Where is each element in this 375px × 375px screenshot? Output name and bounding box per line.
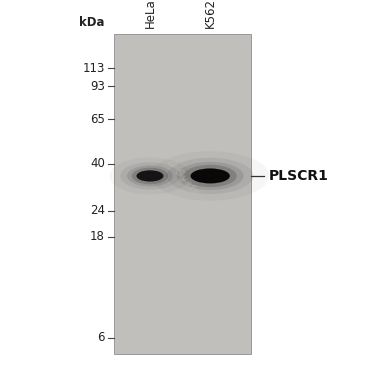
Ellipse shape (120, 162, 180, 189)
Ellipse shape (132, 168, 168, 184)
Text: 6: 6 (98, 331, 105, 344)
Ellipse shape (127, 165, 173, 186)
Text: 113: 113 (82, 62, 105, 75)
Text: kDa: kDa (80, 16, 105, 29)
Text: 18: 18 (90, 230, 105, 243)
Ellipse shape (177, 162, 244, 190)
Ellipse shape (167, 158, 254, 194)
Text: 40: 40 (90, 157, 105, 170)
Text: K562: K562 (204, 0, 217, 28)
Text: 24: 24 (90, 204, 105, 217)
Ellipse shape (184, 165, 237, 187)
Text: R&D Systems: R&D Systems (154, 145, 212, 211)
Text: PLSCR1: PLSCR1 (269, 169, 329, 183)
Text: 65: 65 (90, 112, 105, 126)
Ellipse shape (136, 170, 164, 182)
Text: 93: 93 (90, 80, 105, 93)
Ellipse shape (190, 168, 230, 183)
Bar (114, 34, 251, 354)
Text: HeLa: HeLa (144, 0, 156, 28)
